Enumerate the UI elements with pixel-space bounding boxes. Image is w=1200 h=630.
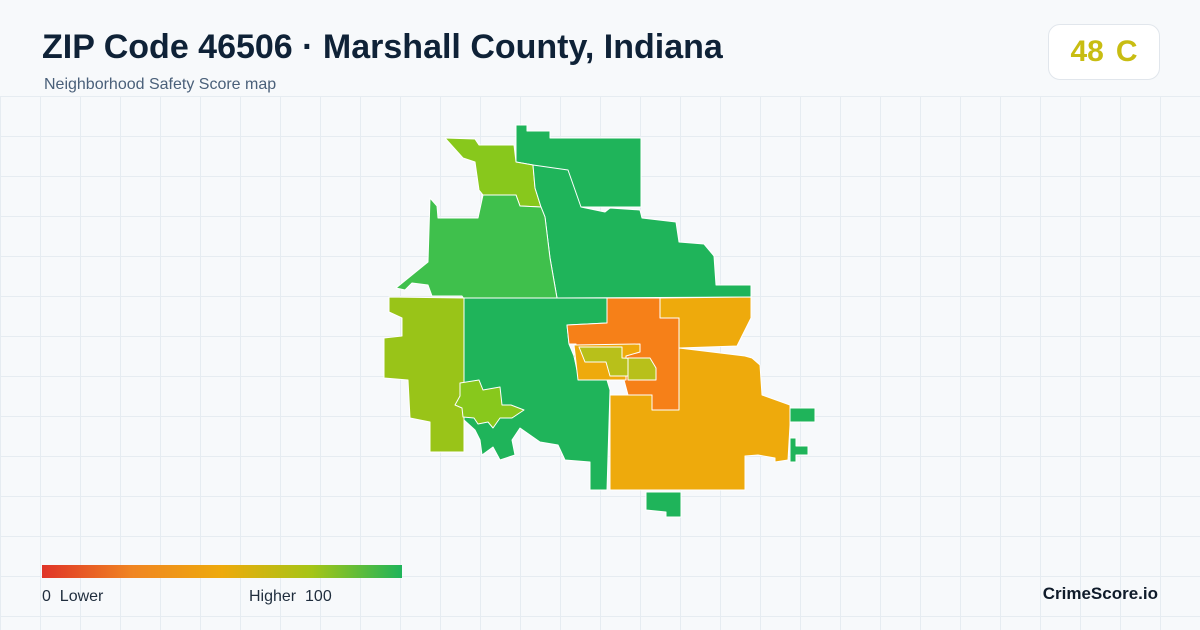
map-region[interactable]: [789, 437, 809, 463]
page-title: ZIP Code 46506 · Marshall County, Indian…: [42, 28, 723, 66]
legend-gradient-bar: [42, 565, 402, 578]
brand-label: CrimeScore.io: [1042, 584, 1158, 603]
map-region[interactable]: [789, 407, 816, 423]
map-region[interactable]: [395, 194, 558, 300]
map-region[interactable]: [627, 357, 657, 381]
score-grade: C: [1115, 35, 1138, 68]
legend-high-label: Higher 100: [249, 588, 332, 605]
map-region[interactable]: [454, 379, 525, 429]
legend-low-label: 0 Lower: [42, 588, 104, 605]
score-value: 48: [1070, 35, 1104, 68]
map-region[interactable]: [609, 347, 791, 491]
map-region[interactable]: [383, 296, 465, 453]
score-badge: 48 C: [1048, 24, 1160, 80]
page-subtitle: Neighborhood Safety Score map: [44, 76, 277, 93]
map-region[interactable]: [532, 164, 752, 299]
map-region[interactable]: [645, 491, 682, 518]
